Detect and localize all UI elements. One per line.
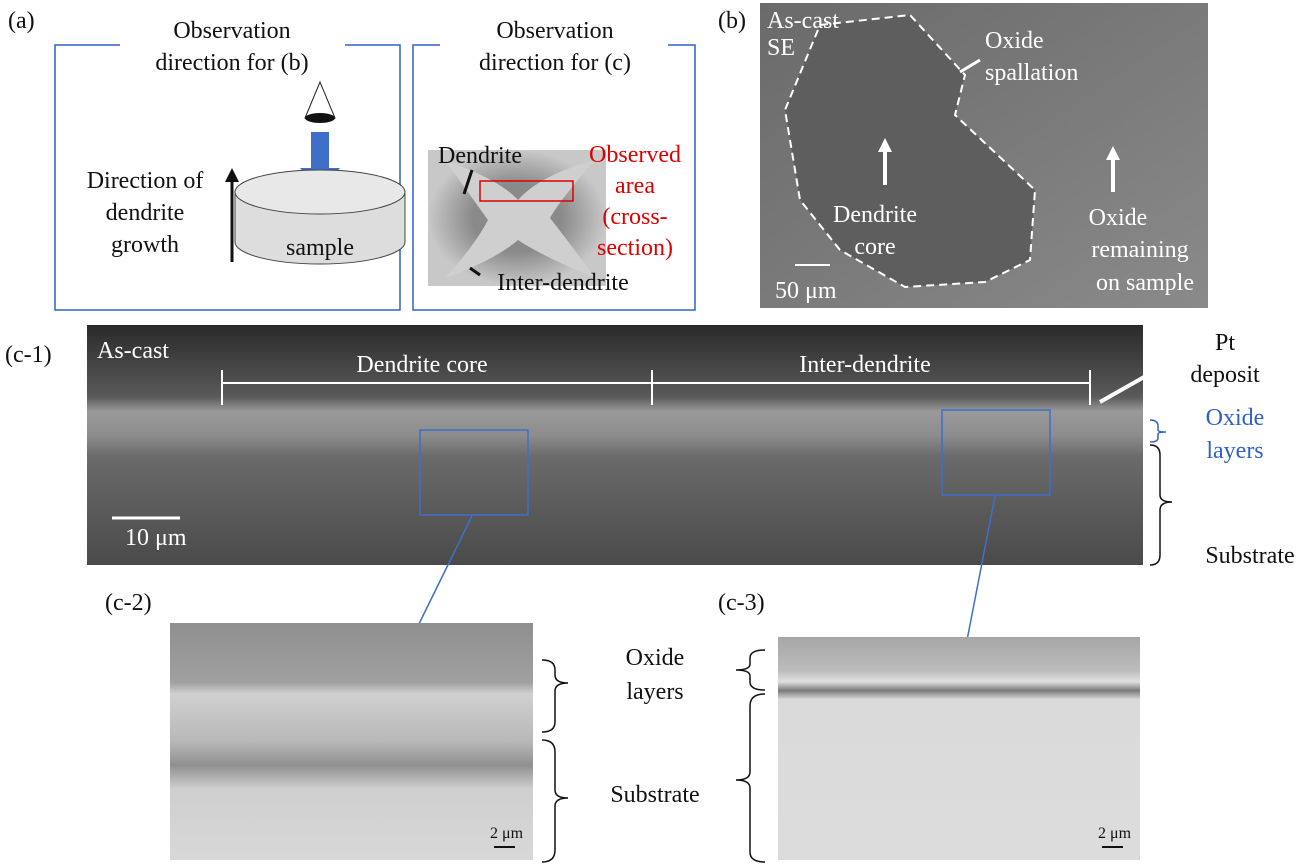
label: dendrite [106, 200, 185, 226]
panel-label: (c-2) [105, 590, 152, 616]
label: Oxide [1089, 205, 1148, 231]
label: Oxide [626, 645, 685, 671]
micrograph [87, 325, 1143, 565]
label: Pt [1215, 330, 1235, 356]
label: area [615, 173, 655, 199]
scale-label: 2 μm [1098, 825, 1132, 842]
label: spallation [985, 60, 1078, 86]
label: Dendrite core [356, 352, 487, 378]
micrograph [778, 637, 1140, 860]
label: As-cast [767, 8, 839, 34]
label: remaining [1091, 237, 1188, 263]
label: Observed [589, 142, 681, 168]
label: Dendrite [833, 202, 917, 228]
scale-label: 10 μm [125, 525, 187, 551]
label: layers [626, 679, 683, 705]
scale-label: 2 μm [490, 825, 524, 842]
label: Substrate [610, 782, 699, 808]
box-title: direction for (c) [479, 50, 631, 76]
label: SE [767, 35, 795, 61]
label: Inter-dendrite [799, 352, 930, 378]
label: sample [286, 235, 354, 261]
label: on sample [1096, 270, 1194, 296]
brace [542, 740, 568, 862]
box-title: Observation [496, 18, 613, 44]
label: section) [597, 235, 673, 261]
brace [1150, 445, 1172, 565]
box-title: Observation [173, 18, 290, 44]
label: layers [1206, 438, 1263, 464]
arrow-head [225, 168, 239, 182]
objective [305, 82, 335, 118]
panel-label: (a) [8, 8, 35, 34]
label: core [854, 234, 895, 260]
lens [305, 113, 335, 123]
micrograph [170, 623, 533, 860]
scale-label: 50 μm [775, 278, 837, 304]
label: Oxide [1206, 405, 1265, 431]
figure: (a) Observation direction for (b) sample… [0, 0, 1310, 867]
label: As-cast [97, 338, 169, 364]
middle-labels: Oxide layers Substrate [542, 645, 765, 862]
panel-b: (b) As-cast SE Oxide spallation Dendrite… [718, 3, 1208, 308]
panel-label: (c-3) [718, 590, 765, 616]
brace [542, 660, 568, 732]
label: growth [111, 232, 179, 258]
panel-label: (b) [718, 8, 746, 34]
brace [1150, 420, 1166, 442]
box-title: direction for (b) [155, 50, 308, 76]
label: Substrate [1205, 543, 1294, 569]
label: Dendrite [438, 143, 522, 169]
label: Inter-dendrite [497, 270, 628, 296]
panel-label: (c-1) [5, 342, 52, 368]
label: (cross- [602, 204, 667, 230]
panel-a: (a) Observation direction for (b) sample… [8, 8, 695, 310]
panel-c1: (c-1) As-cast Dendrite core Inter-dendri… [5, 325, 1295, 666]
panel-c3: (c-3) 2 μm [718, 590, 1140, 860]
label: deposit [1190, 362, 1260, 388]
brace [736, 694, 765, 862]
sample-top [235, 170, 405, 214]
brace [736, 650, 765, 690]
panel-c2: (c-2) 2 μm [105, 590, 533, 860]
label: Oxide [985, 28, 1044, 54]
label: Direction of [87, 168, 204, 194]
